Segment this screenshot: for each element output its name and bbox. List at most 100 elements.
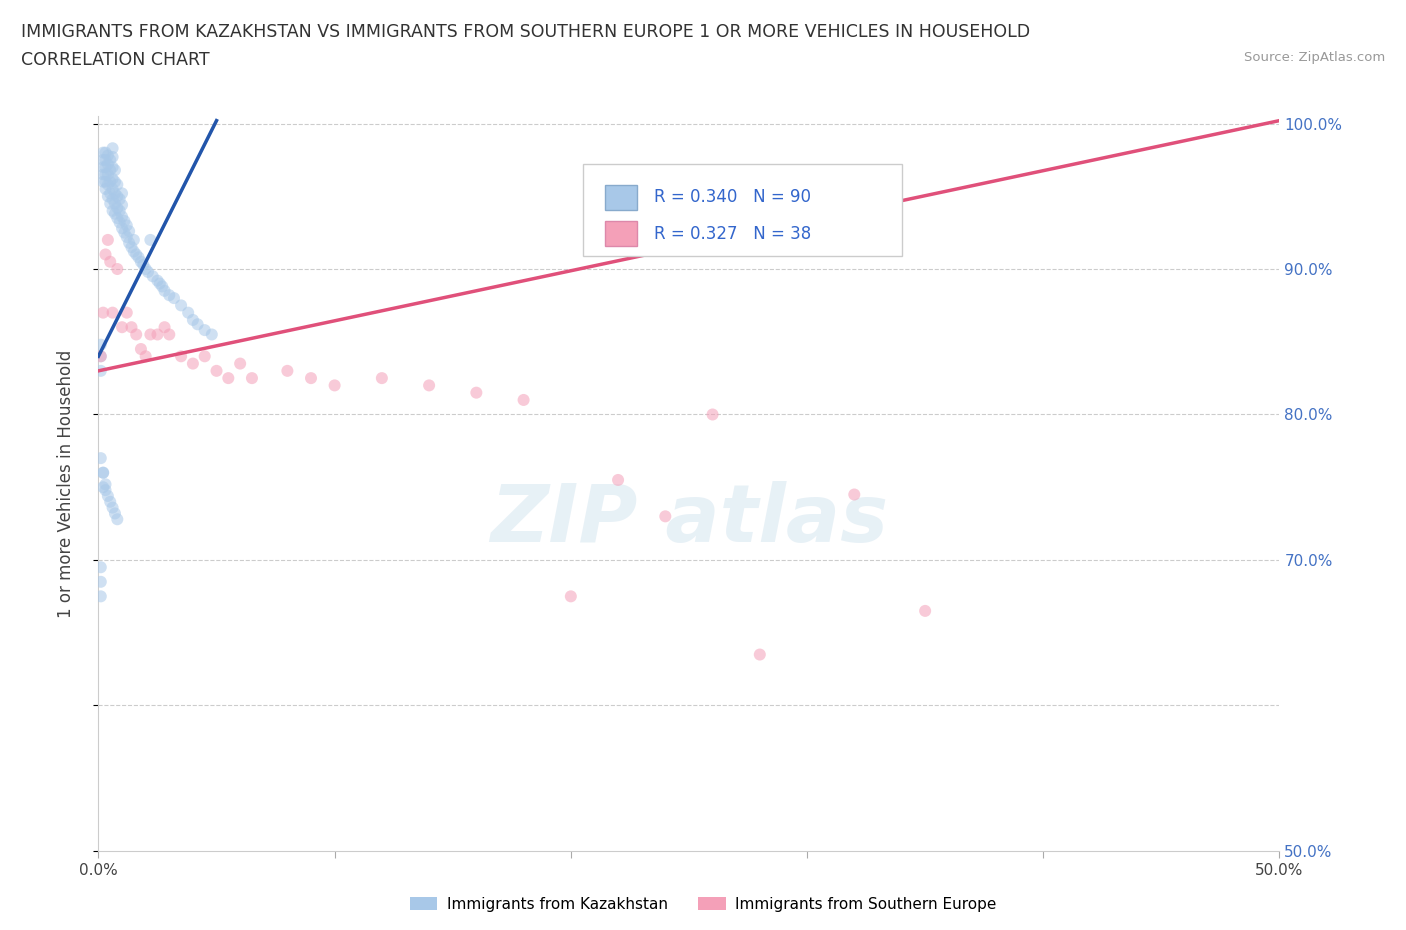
Point [217,371,239,386]
Point [111,186,134,201]
Point [163,291,186,306]
Point [97,157,120,172]
Point [90,338,112,352]
Point [105,201,128,216]
Point [146,327,169,342]
Point [170,298,193,312]
Point [98,254,121,269]
Point [97,167,120,182]
Point [104,163,127,178]
Point [118,235,141,250]
Point [97,488,120,503]
Point [91,305,114,320]
Point [97,232,120,247]
Point [91,167,114,182]
Point [90,560,112,575]
Point [187,317,209,332]
Point [115,305,138,320]
Point [112,214,135,229]
Point [177,305,200,320]
Point [90,451,112,466]
Point [150,279,173,294]
Point [111,209,134,224]
Point [91,160,114,175]
Point [111,220,134,235]
Point [194,349,217,364]
Point [132,258,155,272]
Text: Source: ZipAtlas.com: Source: ZipAtlas.com [1244,51,1385,64]
Text: R = 0.327   N = 38: R = 0.327 N = 38 [654,225,811,243]
Point [101,204,124,219]
Point [240,371,263,386]
Point [299,371,322,386]
Point [91,174,114,189]
Point [125,247,148,262]
Point [135,261,157,276]
Point [418,378,440,392]
Point [101,171,124,186]
Point [194,323,217,338]
Point [205,364,228,379]
Point [146,273,169,288]
Point [153,320,176,335]
Point [104,196,127,211]
Point [121,320,143,335]
Point [94,167,117,182]
Point [94,477,117,492]
Point [702,407,724,422]
Point [105,261,128,276]
Y-axis label: 1 or more Vehicles in Household: 1 or more Vehicles in Household [56,350,75,618]
Point [560,589,582,604]
Point [91,480,114,495]
Point [98,174,121,189]
Point [118,224,141,239]
Point [98,153,121,167]
Point [122,244,145,259]
Point [135,349,157,364]
Point [90,364,112,379]
FancyBboxPatch shape [605,221,637,246]
Point [94,483,117,498]
Point [98,186,121,201]
Point [323,378,346,392]
Point [97,178,120,193]
Text: CORRELATION CHART: CORRELATION CHART [21,51,209,69]
Point [91,153,114,167]
Point [105,211,128,226]
Point [90,589,112,604]
Point [125,327,148,342]
Point [142,269,165,284]
Point [128,250,150,265]
Point [170,349,193,364]
Point [201,327,224,342]
Point [94,247,117,262]
Point [90,349,112,364]
Point [129,341,152,356]
Point [104,506,127,521]
Point [101,500,124,515]
Point [914,604,936,618]
Point [276,364,298,379]
Point [98,495,121,510]
Point [94,174,117,189]
Point [157,287,180,302]
Point [101,150,124,165]
FancyBboxPatch shape [582,164,901,256]
Point [121,240,143,255]
Point [94,181,117,196]
Point [101,140,124,155]
Point [229,356,252,371]
Point [139,327,162,342]
Point [136,264,159,279]
Text: R = 0.340   N = 90: R = 0.340 N = 90 [654,188,810,206]
Legend: Immigrants from Kazakhstan, Immigrants from Southern Europe: Immigrants from Kazakhstan, Immigrants f… [404,890,1002,918]
Point [607,472,630,487]
Point [654,509,676,524]
Point [98,163,121,178]
Point [129,254,152,269]
Point [748,647,770,662]
Point [94,160,117,175]
Point [104,186,127,201]
Text: IMMIGRANTS FROM KAZAKHSTAN VS IMMIGRANTS FROM SOUTHERN EUROPE 1 OR MORE VEHICLES: IMMIGRANTS FROM KAZAKHSTAN VS IMMIGRANTS… [21,23,1031,41]
Point [181,312,204,327]
